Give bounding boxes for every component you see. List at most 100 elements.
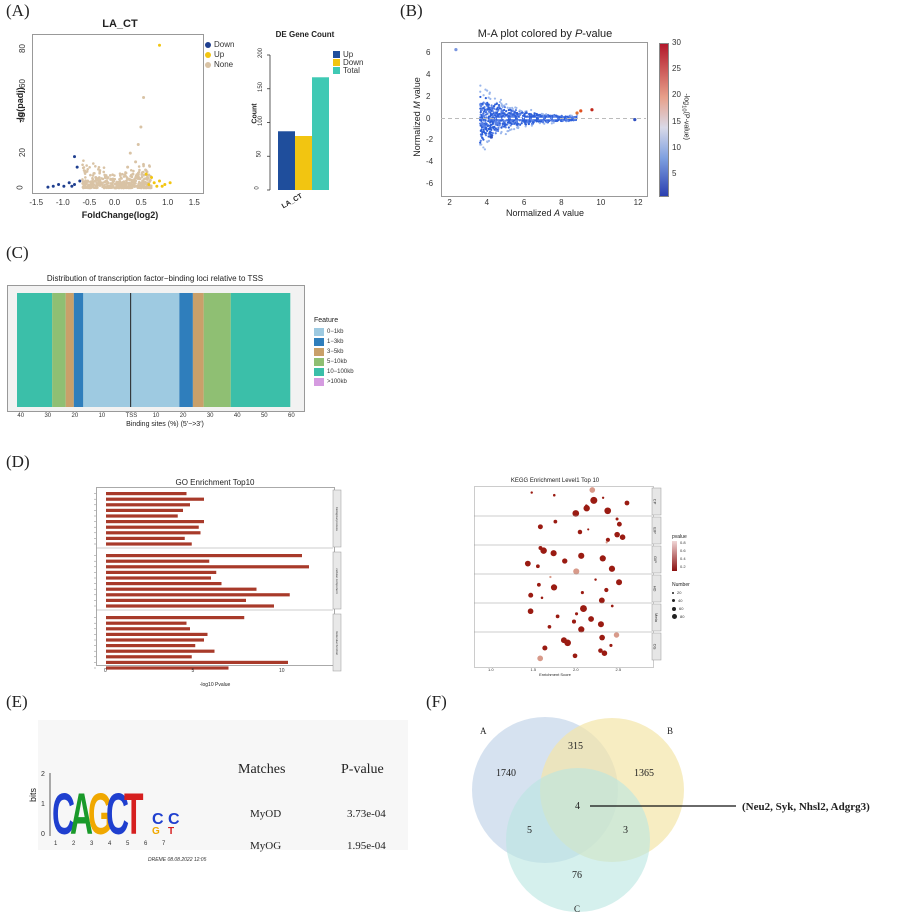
ma-point	[493, 125, 496, 129]
ma-point	[489, 133, 493, 136]
ma-point	[494, 103, 497, 106]
go-bar	[106, 497, 204, 501]
tss-segment	[230, 293, 291, 407]
ma-point	[479, 129, 482, 132]
kegg-point	[605, 541, 608, 544]
ma-point	[479, 107, 482, 110]
volcano-point	[82, 184, 86, 188]
volcano-point	[118, 182, 122, 186]
ma-point	[546, 120, 549, 123]
volcano-point	[118, 178, 121, 181]
ma-point	[509, 108, 512, 111]
volcano-point	[106, 176, 110, 179]
motif-position-tick: 6	[144, 841, 148, 847]
volcano-point-up	[163, 183, 167, 187]
go-bar	[106, 508, 183, 512]
ma-point	[485, 126, 488, 130]
ma-point	[508, 128, 512, 132]
ma-point	[492, 118, 495, 121]
kegg-point	[578, 626, 585, 633]
ma-point	[528, 112, 531, 116]
volcano-frame	[32, 34, 204, 194]
ma-highlight-point	[454, 48, 458, 52]
motif-row-pvalue: 1.95e-04	[347, 840, 386, 852]
venn-count-abc: 4	[575, 801, 580, 812]
volcano-point	[82, 159, 85, 162]
ma-point	[492, 105, 496, 108]
volcano-point	[84, 179, 87, 182]
ma-title: M-A plot colored by P-value	[477, 28, 613, 40]
volcano-point-up	[152, 181, 156, 185]
kegg-point	[555, 614, 560, 619]
ma-y-tick: -4	[426, 157, 434, 167]
de-y-tick: 50	[256, 150, 263, 158]
volcano-point	[129, 174, 132, 178]
kegg-point	[597, 621, 604, 628]
ma-point	[561, 119, 564, 122]
volcano-point	[148, 164, 151, 167]
ma-point	[505, 102, 508, 106]
motif-letter-t: T	[124, 782, 144, 846]
ma-point	[489, 126, 492, 129]
volcano-point	[127, 186, 130, 189]
legend-swatch	[205, 61, 211, 68]
kegg-pvalue-tick: 0.6	[680, 548, 686, 553]
go-bar	[106, 621, 187, 625]
volcano-point-down	[46, 185, 50, 189]
go-bar	[106, 520, 204, 524]
ma-point	[507, 126, 510, 129]
go-bar	[106, 649, 215, 653]
volcano-xlabel: FoldChange(log2)	[81, 210, 159, 220]
volcano-point	[125, 184, 128, 187]
ma-point	[496, 107, 499, 110]
motif-letter-c: C	[168, 811, 180, 828]
kegg-point	[540, 596, 544, 600]
volcano-point	[85, 164, 88, 167]
go-group-label: cellular component	[335, 568, 339, 594]
de-y-tick: 200	[258, 47, 265, 59]
ma-point	[480, 115, 483, 118]
go-x-tick: 5	[191, 668, 195, 674]
motif-y-tick: 1	[41, 801, 45, 808]
kegg-group-label: OS	[652, 643, 658, 649]
de-legend-total: Total	[333, 66, 360, 75]
go-bar	[106, 598, 246, 602]
motif-header-matches: Matches	[238, 762, 286, 777]
volcano-point	[140, 181, 144, 184]
kegg-number-legend-item: 40	[672, 598, 682, 603]
ma-point	[508, 106, 512, 110]
kegg-point	[588, 616, 594, 622]
tss-segment	[17, 293, 53, 407]
ma-frame	[441, 42, 648, 197]
kegg-point	[615, 517, 619, 521]
ma-point	[507, 121, 510, 124]
ma-point	[524, 123, 527, 126]
ma-point	[488, 115, 492, 118]
ma-point	[568, 115, 571, 118]
volcano-point-none	[131, 172, 135, 176]
volcano-legend-none: None	[205, 60, 233, 69]
volcano-point	[88, 186, 91, 190]
motif-bits-label: bits	[28, 787, 39, 803]
venn-count-b-only: 1365	[634, 768, 654, 779]
volcano-point	[102, 170, 106, 174]
volcano-y-tick: 60	[17, 78, 27, 88]
ma-point	[481, 102, 484, 105]
de-bar-down	[295, 136, 312, 190]
tss-legend-item: 1−3kb	[314, 338, 344, 346]
tss-x-tick: TSS	[125, 413, 138, 419]
ma-point	[487, 96, 490, 99]
ma-point	[575, 114, 579, 117]
motif-row-pvalue: 3.73e-04	[347, 808, 386, 820]
legend-swatch	[205, 41, 211, 48]
volcano-point-down	[62, 184, 66, 188]
ma-point	[501, 122, 504, 126]
ma-point	[500, 126, 503, 129]
kegg-title: KEGG Enrichment Level1 Top 10	[510, 478, 600, 484]
go-title: GO Enrichment Top10	[175, 478, 255, 487]
ma-point	[486, 129, 489, 132]
volcano-point-up	[158, 179, 161, 183]
volcano-point	[122, 186, 125, 190]
tss-x-tick: 40	[233, 413, 241, 419]
kegg-point	[564, 639, 571, 647]
